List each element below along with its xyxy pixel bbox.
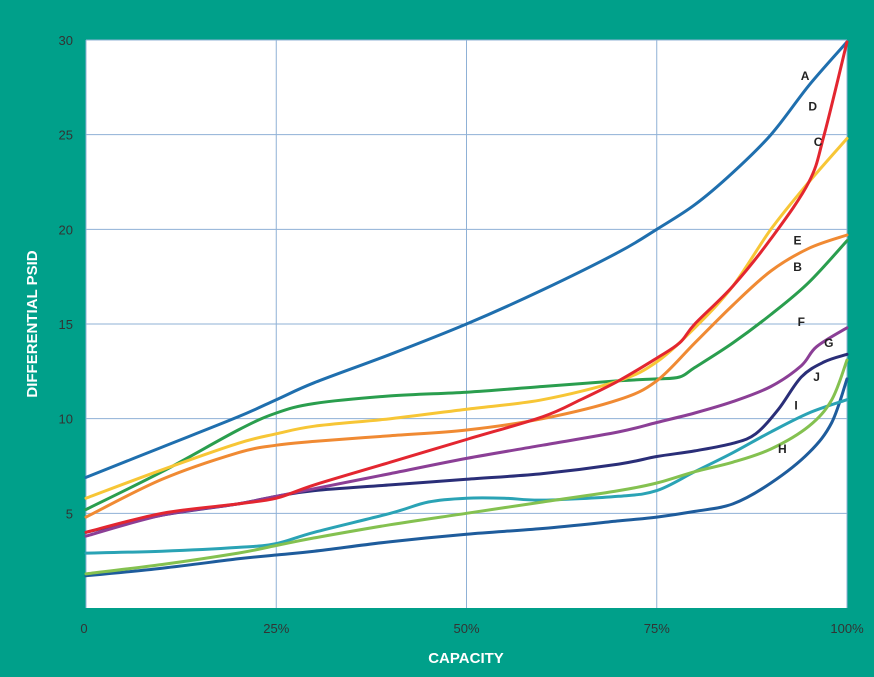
- y-tick-label: 10: [59, 412, 73, 427]
- curve-label-f: F: [798, 315, 805, 329]
- y-tick-label: 25: [59, 128, 73, 143]
- curve-label-g: G: [824, 336, 833, 350]
- x-tick-label: 50%: [453, 621, 479, 636]
- curve-label-h: H: [778, 442, 787, 456]
- curve-label-e: E: [794, 234, 802, 248]
- x-tick-label: 75%: [644, 621, 670, 636]
- series-line-j: [84, 358, 849, 576]
- series-line-h: [84, 377, 849, 578]
- series-line-b: [84, 239, 849, 511]
- y-axis-title: DIFFERENTIAL PSID: [24, 250, 41, 397]
- y-tick-label: 20: [59, 222, 73, 237]
- series-line-c: [84, 137, 849, 500]
- y-tick-label: 30: [59, 33, 73, 48]
- x-axis-title: CAPACITY: [428, 650, 504, 667]
- series-line-i: [84, 398, 849, 555]
- y-axis-ticks: 5 10 15 20 25 30: [59, 33, 73, 521]
- curve-label-d: D: [808, 99, 817, 113]
- series-line-d: [84, 40, 849, 534]
- x-tick-label: 100%: [830, 621, 864, 636]
- x-tick-label: 25%: [263, 621, 289, 636]
- curve-label-i: I: [794, 398, 797, 412]
- curve-label-c: C: [814, 135, 823, 149]
- x-tick-label: 0: [80, 621, 87, 636]
- curve-label-a: A: [801, 69, 810, 83]
- series-line-a: [84, 40, 849, 479]
- y-tick-label: 5: [66, 506, 73, 521]
- y-tick-label: 15: [59, 317, 73, 332]
- curve-label-b: B: [793, 260, 802, 274]
- series-lines: [84, 40, 849, 578]
- x-axis-ticks: 0 25% 50% 75% 100%: [80, 621, 864, 636]
- curve-label-j: J: [813, 370, 820, 384]
- curve-labels: A D C EB F G J I H: [778, 69, 833, 456]
